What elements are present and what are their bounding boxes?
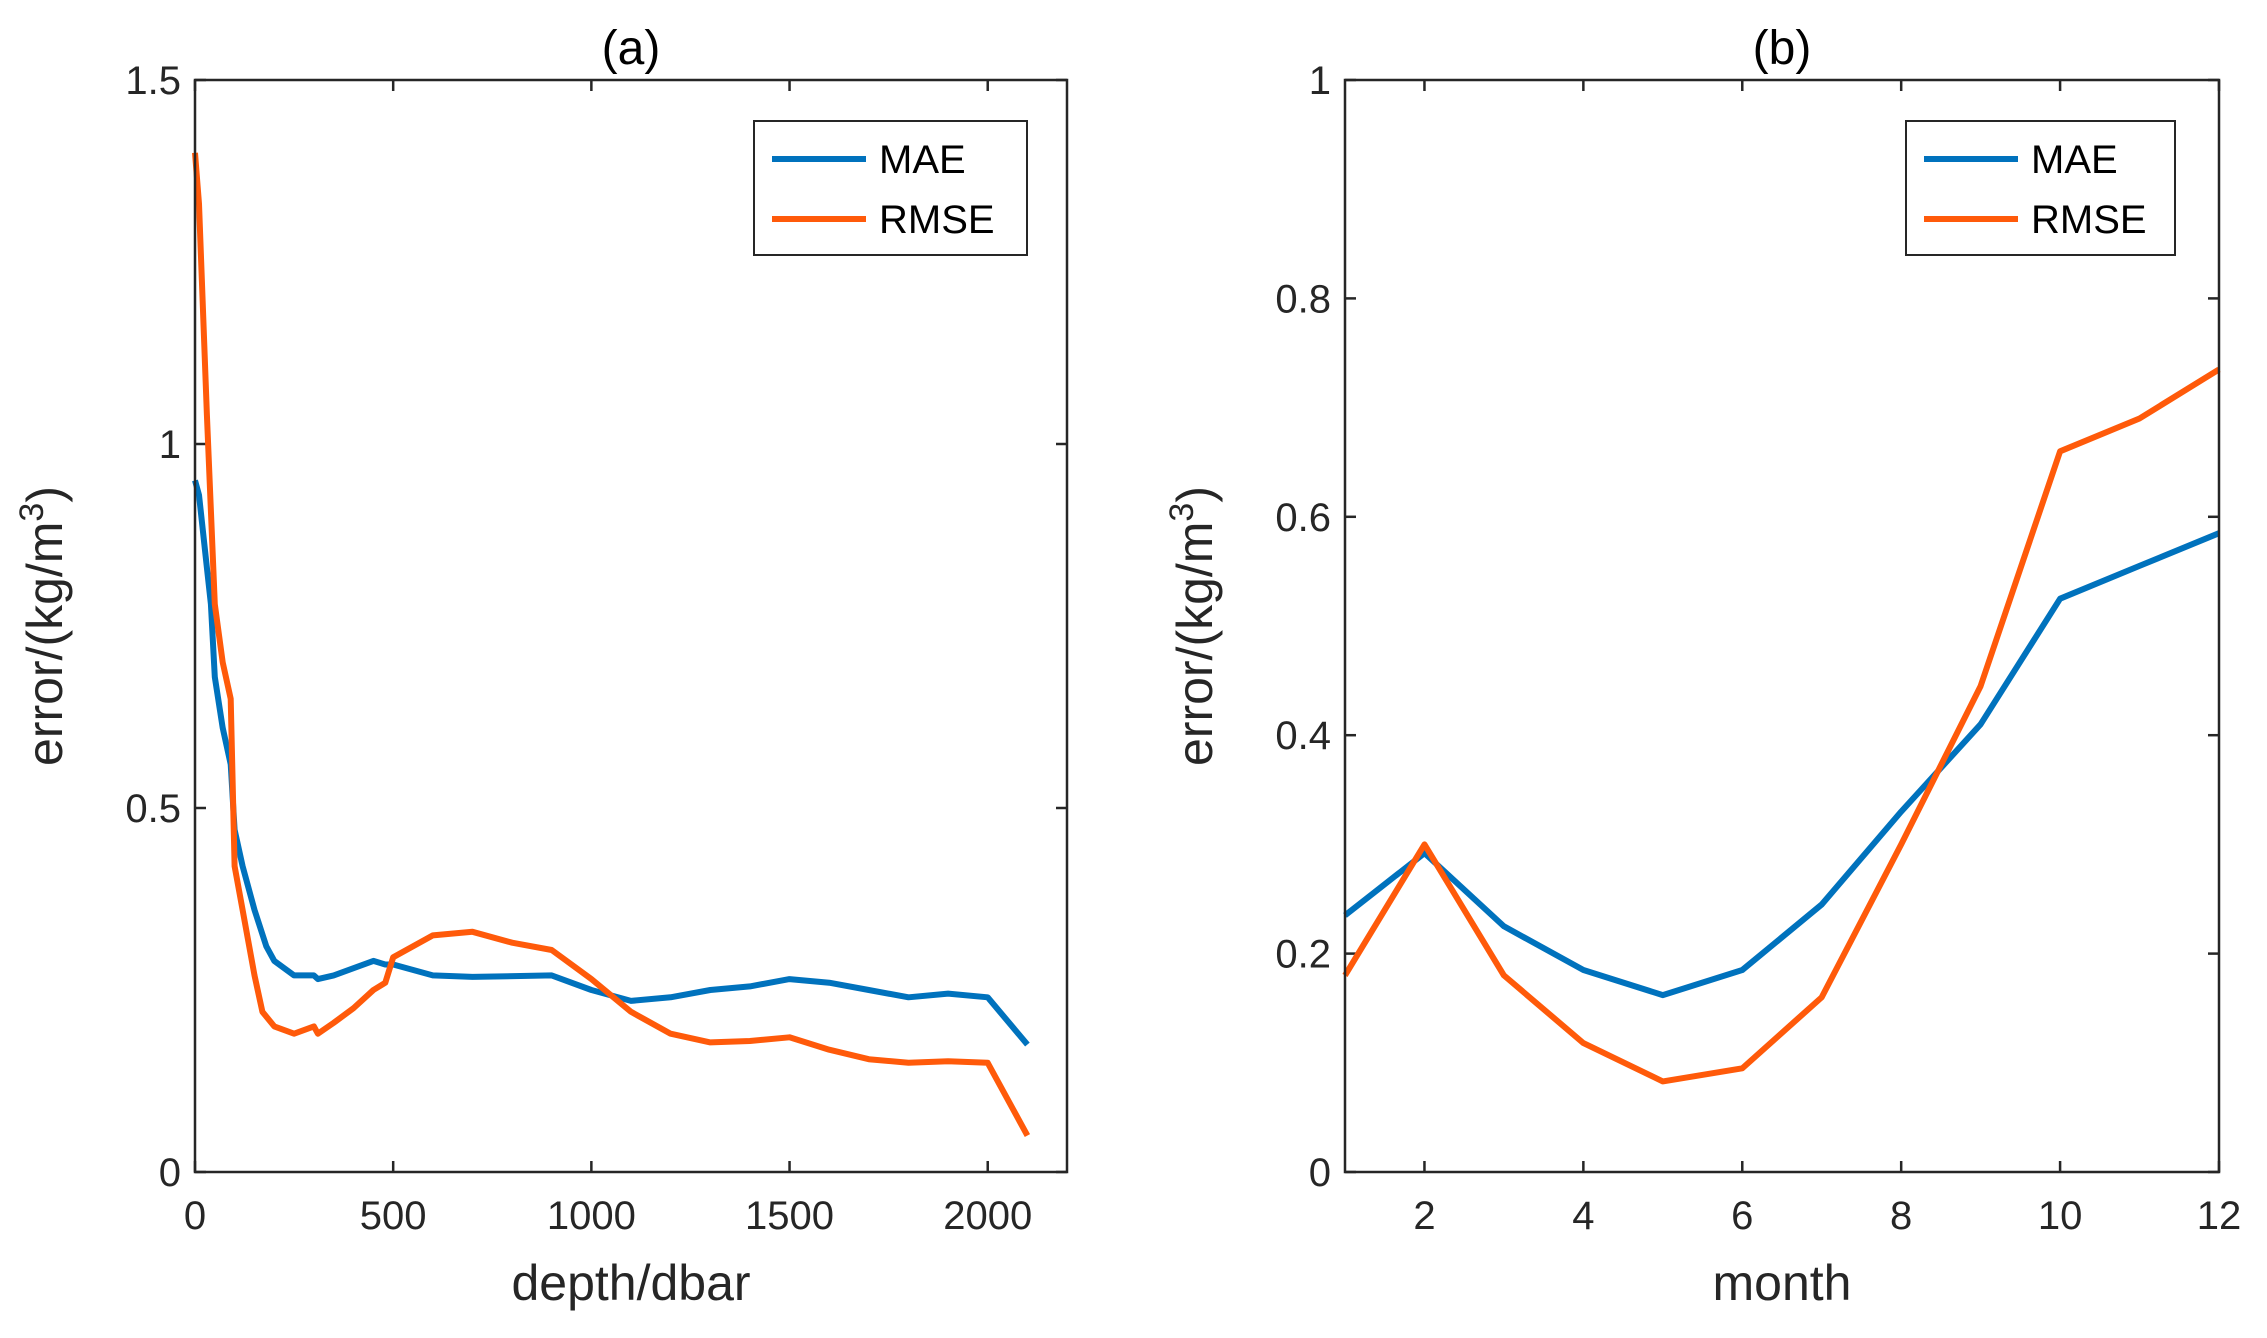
legend: MAE RMSE <box>753 120 1028 256</box>
x-tick-label: 12 <box>2197 1194 2242 1238</box>
y-tick-label: 1.5 <box>125 59 181 103</box>
x-tick-label: 1000 <box>547 1194 636 1238</box>
x-tick-label: 8 <box>1890 1194 1912 1238</box>
legend-label-rmse: RMSE <box>879 198 995 242</box>
y-tick-label: 1 <box>1309 59 1331 103</box>
y-axis-label-main: error/(kg/m <box>17 522 73 766</box>
x-tick-label: 2000 <box>943 1194 1032 1238</box>
chart-b: 2 4 6 8 10 12 0 0.2 0.4 0.6 0.8 1 (b) month error/(kg/… <box>1163 22 2241 1311</box>
legend-label-mae: MAE <box>2031 138 2118 182</box>
axes-box <box>193 78 1069 1174</box>
y-axis-label-main: error/(kg/m <box>1167 522 1223 766</box>
y-tick-label: 0 <box>159 1151 181 1195</box>
x-tick-label: 500 <box>360 1194 427 1238</box>
x-axis-label: month <box>1713 1255 1852 1311</box>
chart-title: (a) <box>602 22 661 75</box>
legend-box <box>753 120 1028 256</box>
y-axis-label-close: ) <box>17 486 73 503</box>
x-tick-label: 2 <box>1413 1194 1435 1238</box>
y-tick-label: 0.6 <box>1275 496 1331 540</box>
y-tick-label: 0 <box>1309 1151 1331 1195</box>
y-tick-label: 0.8 <box>1275 277 1331 321</box>
y-axis-label: error/(kg/m3) <box>1163 486 1223 766</box>
chart-title: (b) <box>1753 22 1812 75</box>
x-axis-label: depth/dbar <box>511 1255 750 1311</box>
y-axis-label-close: ) <box>1167 486 1223 503</box>
series-line-rmse <box>1342 366 2221 1085</box>
chart-a: 0 500 1000 1500 2000 0 0.5 1 1.5 (a) depth/dbar err… <box>13 22 1069 1311</box>
series-line-mae <box>1343 530 2221 999</box>
legend-label-rmse: RMSE <box>2031 198 2147 242</box>
x-tick-label: 1500 <box>745 1194 834 1238</box>
legend-box <box>1905 120 2176 256</box>
legend: MAE RMSE <box>1905 120 2176 256</box>
y-axis-label: error/(kg/m3) <box>13 486 73 766</box>
x-tick-label: 4 <box>1572 1194 1594 1238</box>
y-tick-label: 0.4 <box>1275 714 1331 758</box>
y-tick-label: 1 <box>159 423 181 467</box>
y-axis-label-superscript: 3 <box>13 503 51 522</box>
y-axis-label-superscript: 3 <box>1163 503 1201 522</box>
x-tick-label: 6 <box>1731 1194 1753 1238</box>
x-tick-label: 10 <box>2038 1194 2083 1238</box>
series-line-rmse <box>192 152 1031 1138</box>
series-line-mae <box>192 479 1030 1047</box>
legend-label-mae: MAE <box>879 138 966 182</box>
y-tick-label: 0.5 <box>125 787 181 831</box>
axes-box <box>1343 78 2221 1174</box>
y-tick-label: 0.2 <box>1275 933 1331 977</box>
x-tick-label: 0 <box>184 1194 206 1238</box>
